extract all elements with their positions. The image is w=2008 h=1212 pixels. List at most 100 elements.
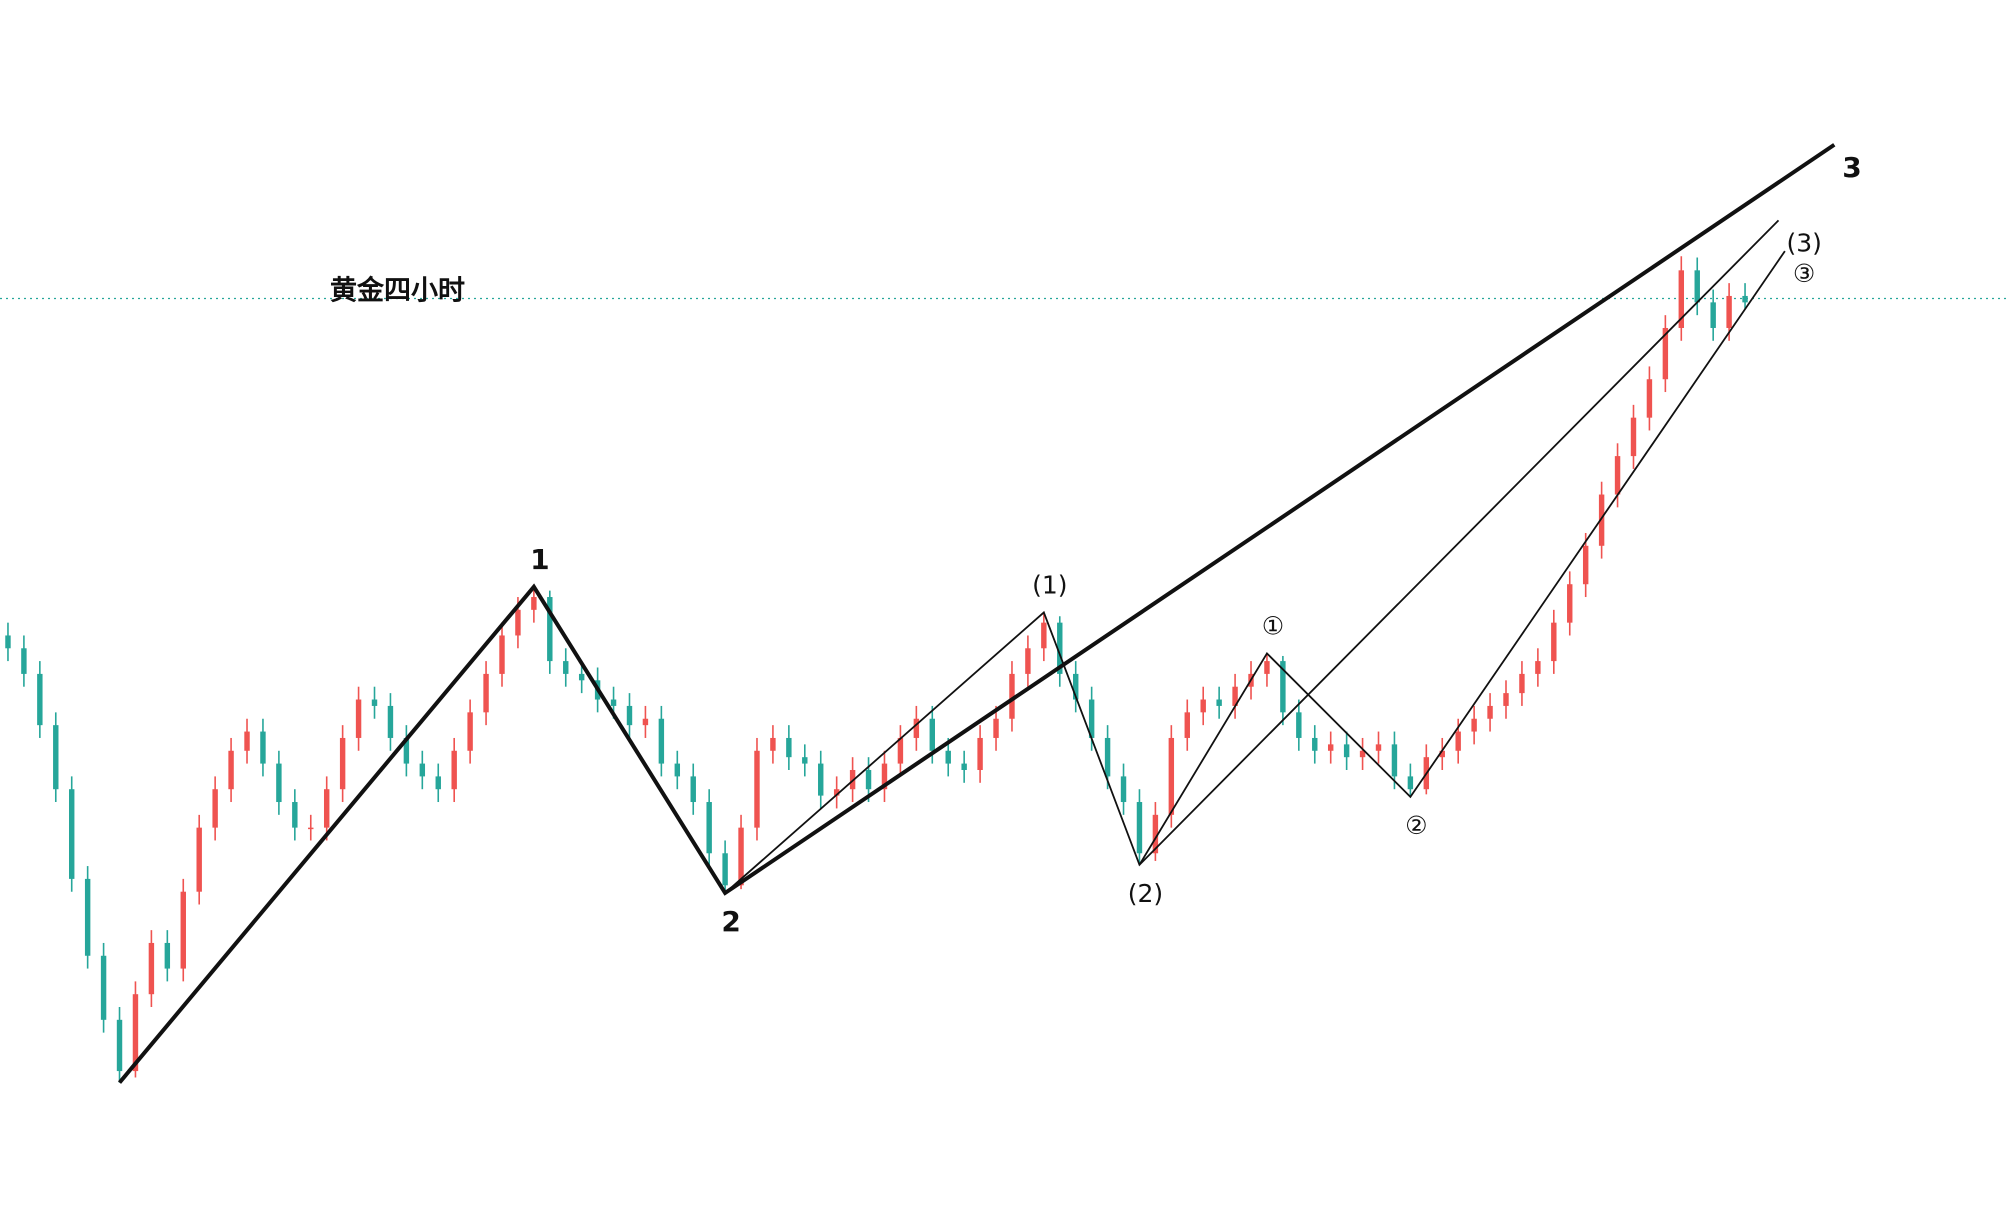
candle-body: [69, 789, 75, 879]
candle-body: [292, 802, 298, 828]
candle-body: [387, 705, 394, 738]
candle-body: [339, 737, 346, 790]
candle-body: [1312, 737, 1318, 751]
candle-body: [738, 827, 744, 886]
candle-body: [961, 763, 967, 770]
candle-body: [754, 750, 760, 828]
candle-body: [21, 648, 27, 674]
wave-line: [724, 219, 1780, 894]
candle-body: [244, 731, 250, 751]
candle-body: [1184, 712, 1190, 738]
candle-body: [1343, 744, 1350, 758]
candle-body: [403, 737, 410, 764]
candle-body: [865, 769, 872, 790]
candle-body: [642, 718, 649, 726]
candle-body: [1057, 622, 1063, 674]
wave-label: (1): [1032, 570, 1067, 599]
candle-body: [1168, 737, 1175, 815]
candle-body: [1551, 622, 1557, 662]
candle-body: [1327, 744, 1334, 751]
candle-body: [1152, 814, 1159, 854]
wave-label: ②: [1405, 811, 1427, 840]
candle-body: [419, 763, 426, 777]
candle-body: [977, 737, 983, 770]
candle-body: [945, 750, 951, 764]
candle-body: [1359, 750, 1366, 758]
candle-body: [1041, 622, 1047, 649]
candle-body: [1455, 731, 1461, 751]
candle-body: [132, 994, 139, 1072]
candle-body: [371, 699, 378, 706]
candle-body: [881, 763, 888, 790]
candle-body: [212, 789, 218, 828]
candle-body: [1232, 686, 1238, 706]
candle-body: [1567, 584, 1573, 623]
candle-body: [1104, 737, 1111, 777]
candle-body: [1694, 270, 1700, 303]
candle-body: [84, 878, 91, 956]
candle-body: [355, 699, 362, 738]
candle-body: [467, 712, 473, 751]
candle-body: [563, 661, 569, 674]
candle-body: [913, 718, 920, 738]
candle-body: [1439, 750, 1445, 758]
candle-body: [1678, 270, 1685, 328]
candle-body: [833, 789, 840, 796]
candle-body: [435, 776, 441, 790]
wave-label: 1: [530, 543, 549, 576]
candle-body: [148, 942, 155, 995]
candle-body: [308, 827, 314, 830]
candle-body: [37, 673, 43, 726]
candle-body: [515, 609, 521, 636]
candle-body: [722, 853, 728, 886]
candle-body: [323, 789, 330, 828]
candle-body: [196, 827, 202, 892]
candle-body: [1535, 661, 1541, 674]
candle-body: [1710, 302, 1716, 328]
candle-body: [228, 750, 234, 790]
candle-body: [1200, 699, 1206, 713]
candle-body: [802, 757, 808, 764]
candle-body: [1662, 327, 1669, 380]
candle-body: [1136, 802, 1143, 854]
candle-body: [786, 737, 792, 758]
candle-body: [706, 802, 712, 854]
candle-body: [1471, 718, 1477, 732]
candle-body: [690, 776, 696, 803]
candle-body: [1120, 776, 1127, 803]
candle-body: [1088, 699, 1095, 738]
candle-body: [499, 635, 505, 674]
candle-body: [929, 718, 935, 751]
candle-body: [1487, 705, 1493, 719]
candle-body: [1264, 661, 1270, 674]
candle-body: [1503, 693, 1509, 706]
candle-body: [531, 597, 537, 610]
candle-body: [1216, 699, 1222, 706]
candle-body: [1582, 545, 1589, 585]
candle-body: [5, 635, 11, 649]
candle-body: [1519, 673, 1525, 694]
wave-label: (2): [1128, 879, 1163, 908]
candle-body: [1073, 673, 1079, 700]
candle-body: [1630, 417, 1637, 457]
candle-body: [610, 699, 617, 706]
wave-label: ①: [1262, 611, 1284, 640]
candle-body: [1009, 673, 1015, 719]
candle-body: [993, 718, 999, 738]
candle-body: [1742, 295, 1748, 303]
candle-body: [1646, 379, 1653, 418]
candle-body: [53, 725, 59, 790]
candle-body: [547, 597, 553, 662]
candle-body: [1296, 712, 1302, 738]
wave-line: [1138, 250, 1786, 866]
candle-body: [674, 763, 681, 777]
candle-body: [116, 1019, 123, 1072]
candle-body: [1407, 776, 1414, 790]
candle-body: [483, 673, 489, 713]
candle-body: [770, 737, 776, 751]
candle-body: [1598, 494, 1605, 546]
candle-body: [1280, 661, 1286, 713]
candle-body: [818, 763, 824, 796]
